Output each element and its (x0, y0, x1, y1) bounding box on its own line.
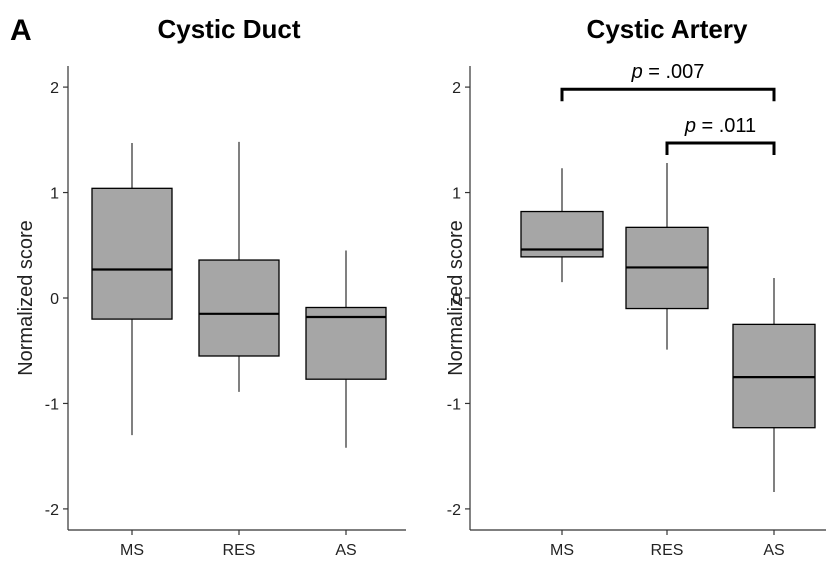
x-tick-label: AS (763, 542, 784, 559)
y-tick-label: -2 (45, 502, 59, 519)
y-tick-label: -2 (447, 502, 461, 519)
iqr-box (306, 307, 386, 379)
significance-annotation: p = .011 (667, 115, 774, 155)
chart-panel-1: Cystic Duct 2 1 0 -1 -2 Normalized score MS RES A… (15, 14, 406, 559)
box-res (199, 142, 279, 392)
chart-title: Cystic Artery (587, 14, 748, 44)
box-as (306, 251, 386, 448)
x-tick-label: RES (651, 542, 684, 559)
y-axis-label: Normalized score (15, 220, 37, 376)
iqr-box (92, 188, 172, 319)
p-value-label: p = .011 (684, 115, 756, 137)
x-tick-label: MS (550, 542, 574, 559)
y-tick-label: -1 (447, 396, 461, 413)
panel-label: A (10, 14, 32, 47)
chart-title: Cystic Duct (157, 14, 300, 44)
y-tick-label: -1 (45, 396, 59, 413)
y-tick-label: 1 (50, 186, 59, 203)
box-as (733, 278, 815, 492)
y-axis-label: Normalized score (445, 220, 467, 376)
x-tick-label: AS (335, 542, 356, 559)
significance-bracket (562, 89, 774, 101)
box-ms (92, 143, 172, 435)
significance-bracket (667, 143, 774, 155)
y-tick-label: 2 (452, 80, 461, 97)
p-value-label: p = .007 (631, 61, 705, 83)
y-tick-label: 2 (50, 80, 59, 97)
box-ms (521, 168, 603, 282)
iqr-box (199, 260, 279, 356)
x-tick-label: RES (223, 542, 256, 559)
y-tick-label: 1 (452, 186, 461, 203)
significance-annotation: p = .007 (562, 61, 774, 101)
box-res (626, 163, 708, 350)
x-tick-label: MS (120, 542, 144, 559)
y-tick-label: 0 (50, 291, 59, 308)
